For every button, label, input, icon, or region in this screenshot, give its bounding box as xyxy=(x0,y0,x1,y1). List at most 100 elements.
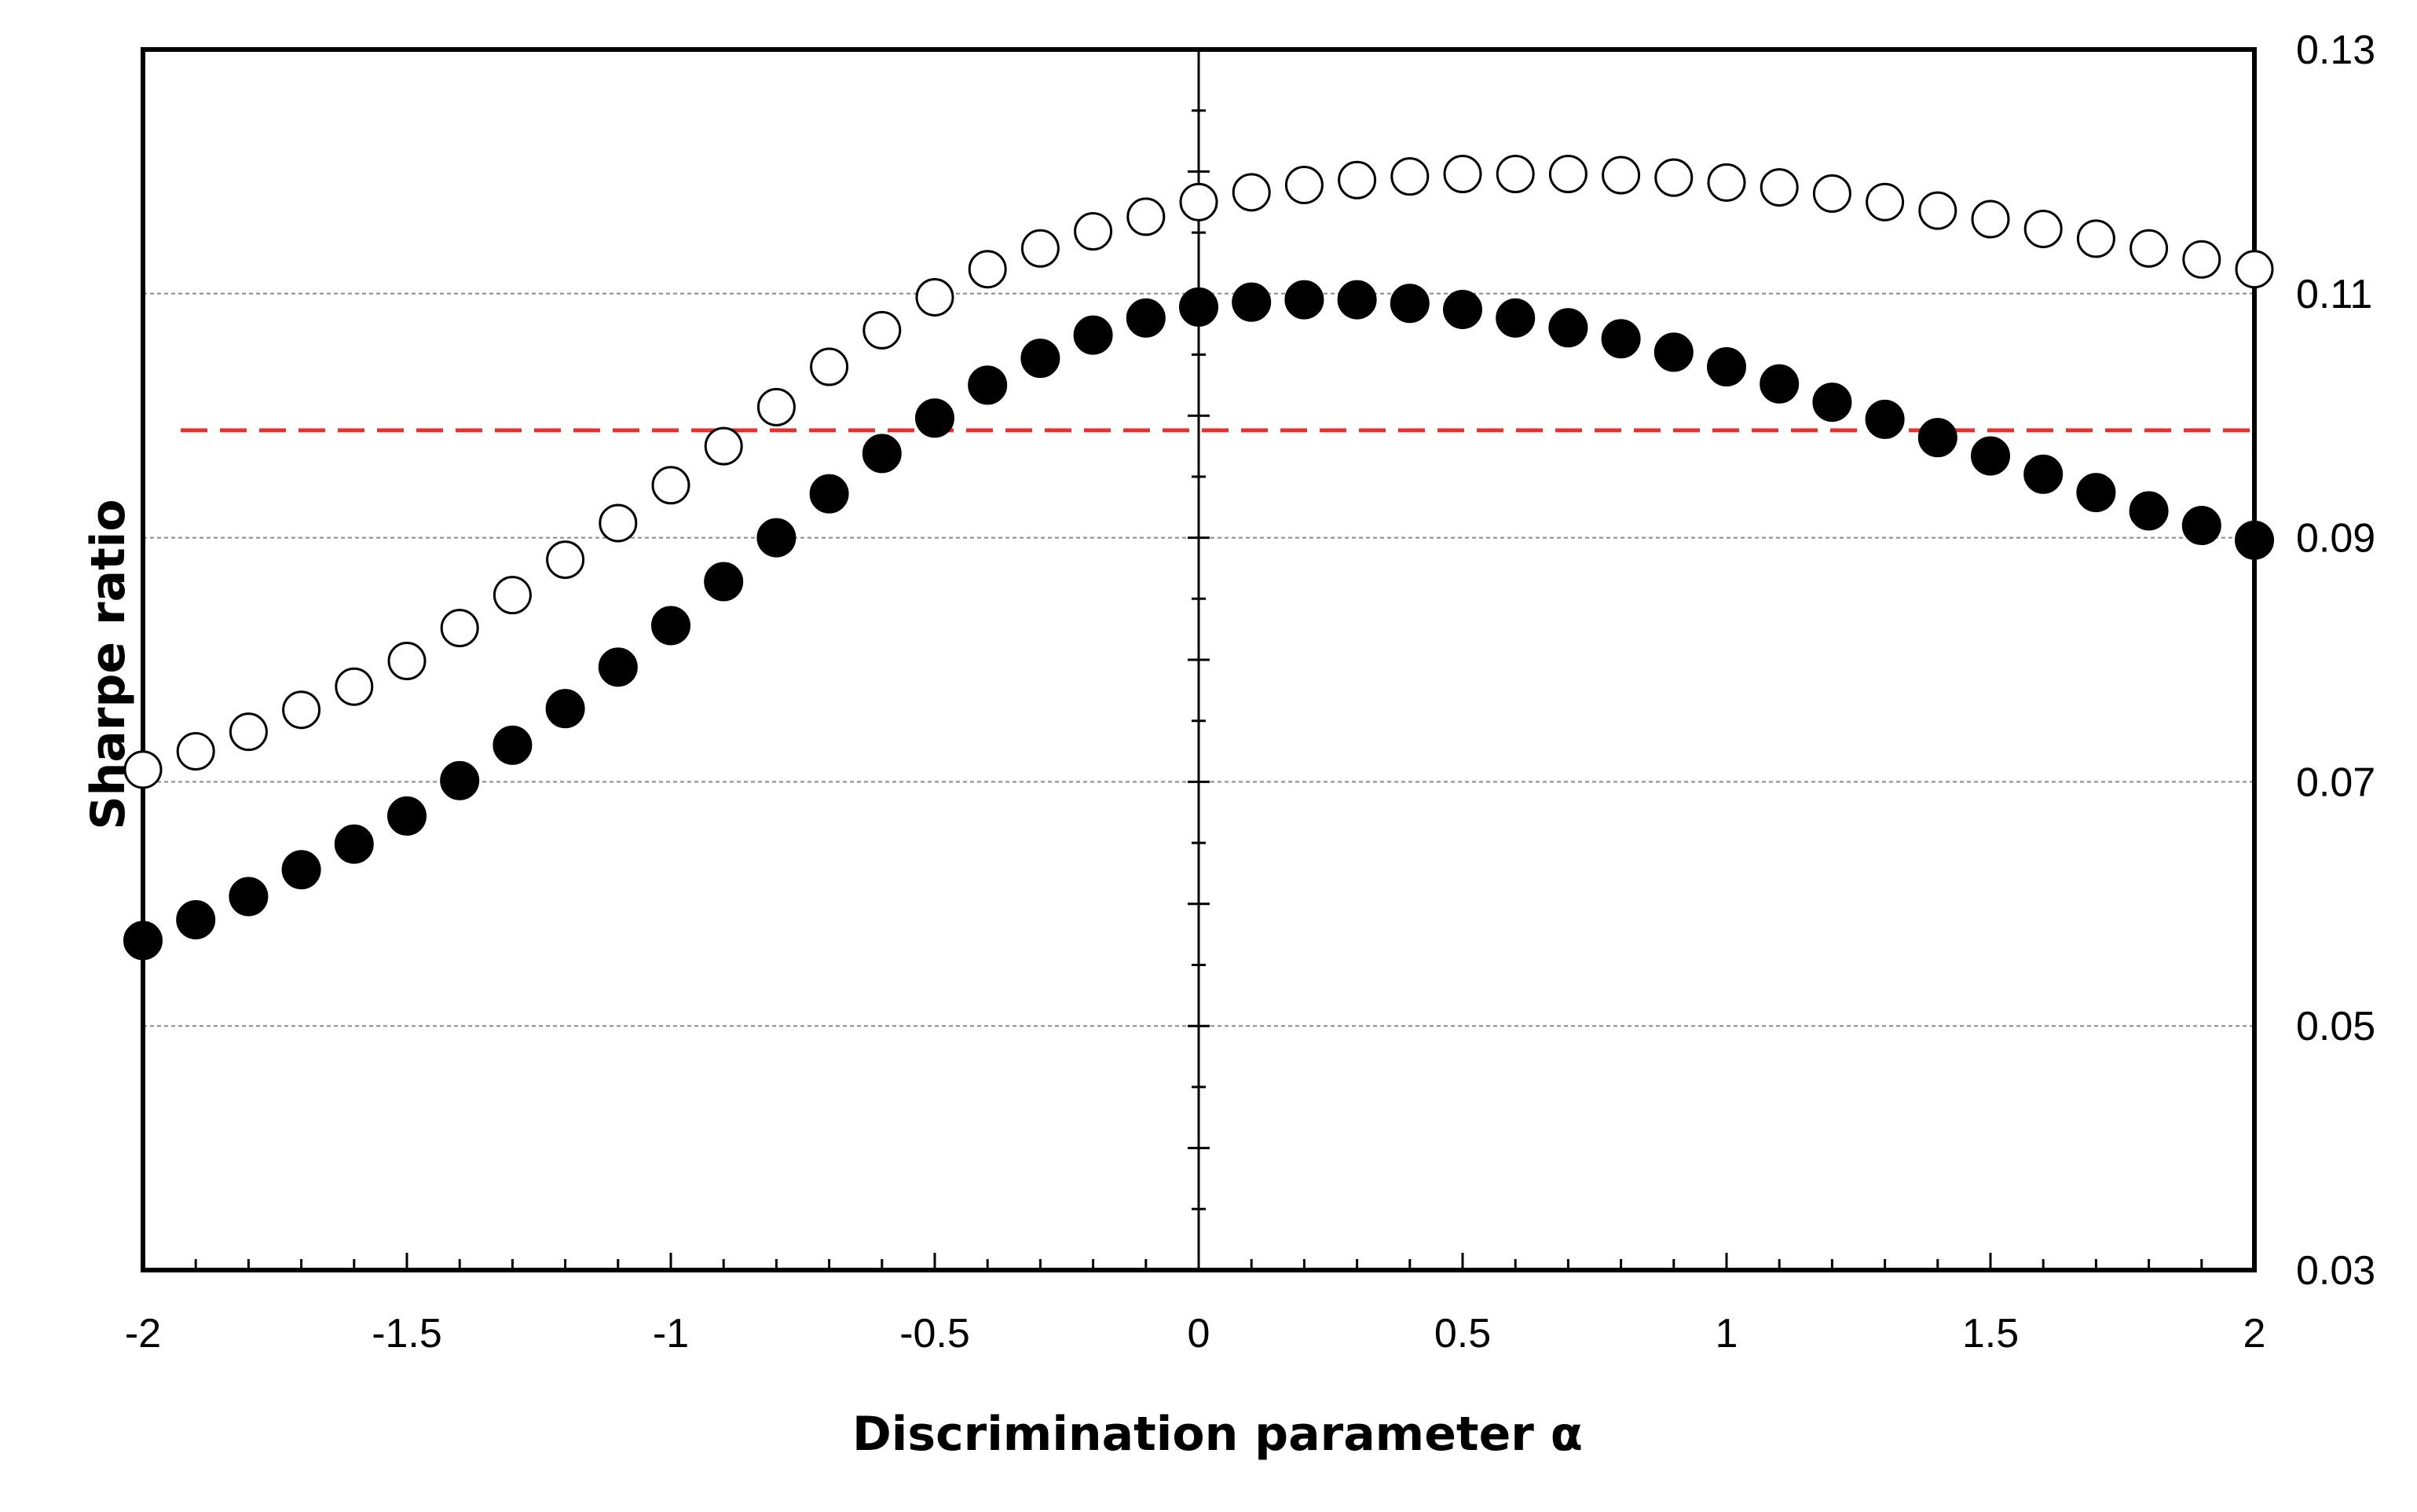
filled-point xyxy=(2181,506,2221,546)
x-tick-label: 1 xyxy=(1716,1311,1738,1356)
open-point xyxy=(1126,197,1166,236)
filled-point xyxy=(598,647,638,687)
x-tick-label: -1 xyxy=(653,1311,689,1356)
open-point xyxy=(1020,229,1060,268)
filled-point xyxy=(1865,399,1905,439)
open-point xyxy=(2130,229,2169,268)
open-point xyxy=(1496,155,1535,194)
filled-point xyxy=(387,796,427,836)
open-point xyxy=(915,277,954,317)
open-point xyxy=(1338,160,1377,200)
y-tick-label: 0.13 xyxy=(2296,27,2375,73)
filled-point xyxy=(1284,280,1324,320)
filled-point xyxy=(2023,454,2064,494)
open-point xyxy=(546,540,585,580)
open-point xyxy=(229,712,268,752)
filled-point xyxy=(1601,319,1641,359)
filled-point xyxy=(1812,383,1852,423)
y-tick-label: 0.05 xyxy=(2296,1004,2375,1049)
x-tick-label: -1.5 xyxy=(372,1311,442,1356)
filled-point xyxy=(968,365,1008,405)
filled-point xyxy=(1337,280,1377,320)
open-point xyxy=(599,503,638,543)
open-point xyxy=(1390,157,1430,196)
open-point xyxy=(440,609,479,648)
open-point xyxy=(968,250,1007,289)
open-point xyxy=(2076,219,2115,258)
open-point xyxy=(651,466,690,505)
y-tick-label: 0.11 xyxy=(2296,272,2372,317)
open-point xyxy=(2235,250,2274,289)
open-point xyxy=(1760,168,1799,207)
filled-point xyxy=(1232,282,1272,322)
filled-point xyxy=(1496,298,1536,338)
open-point xyxy=(2023,209,2063,248)
filled-point xyxy=(704,562,744,602)
filled-point xyxy=(1653,332,1694,372)
filled-point xyxy=(1126,298,1166,338)
open-point xyxy=(387,642,427,681)
filled-point xyxy=(176,900,216,940)
filled-point xyxy=(545,689,585,729)
open-point xyxy=(493,576,532,615)
open-point xyxy=(1602,156,1641,195)
filled-point xyxy=(1707,347,1746,387)
open-point xyxy=(810,347,849,386)
open-point xyxy=(1284,165,1324,204)
filled-point xyxy=(2076,473,2116,513)
y-tick-label: 0.09 xyxy=(2296,516,2375,562)
filled-point xyxy=(123,921,163,961)
open-point xyxy=(1443,155,1482,194)
open-point xyxy=(1654,158,1694,197)
x-tick-label: 2 xyxy=(2243,1311,2266,1356)
x-axis-title: Discrimination parameter α xyxy=(852,1407,1583,1462)
filled-point xyxy=(1390,284,1430,324)
filled-point xyxy=(756,518,797,558)
x-tick-label: 0.5 xyxy=(1434,1311,1491,1356)
y-tick-label: 0.03 xyxy=(2296,1248,2375,1294)
tick-labels: -2 -1.5 -1 -0.5 0 0.5 1 1.5 2 0.03 0.05 0.07 0.09 0.1… xyxy=(125,27,2375,1356)
data-points xyxy=(123,155,2274,961)
open-point xyxy=(862,310,902,350)
open-point xyxy=(1866,182,1905,221)
open-point xyxy=(282,690,321,730)
filled-point xyxy=(229,877,269,917)
filled-point xyxy=(2235,520,2274,560)
filled-point xyxy=(915,398,954,438)
open-point xyxy=(123,750,163,789)
filled-point xyxy=(1020,339,1060,379)
filled-point xyxy=(1548,308,1588,348)
filled-point xyxy=(809,474,849,514)
open-point xyxy=(1232,173,1271,212)
open-point xyxy=(1179,182,1218,221)
open-point xyxy=(176,732,215,771)
filled-point xyxy=(334,824,374,864)
x-tick-label: -2 xyxy=(125,1311,161,1356)
open-point xyxy=(1971,200,2010,239)
open-point xyxy=(1707,163,1746,202)
filled-point xyxy=(493,725,533,765)
open-point xyxy=(704,427,743,466)
filled-point xyxy=(1971,436,2010,476)
filled-point xyxy=(651,606,690,646)
filled-point xyxy=(281,850,321,890)
open-point xyxy=(1074,212,1113,251)
filled-point xyxy=(1917,418,1957,458)
filled-point xyxy=(1760,364,1800,404)
y-tick-label: 0.07 xyxy=(2296,760,2375,805)
open-point xyxy=(1548,155,1588,194)
filled-point xyxy=(1179,287,1218,327)
open-point xyxy=(2182,240,2221,279)
y-axis-title: Sharpe ratio xyxy=(81,499,136,829)
filled-point xyxy=(440,760,480,800)
filled-point xyxy=(862,434,902,474)
x-tick-label: 1.5 xyxy=(1962,1311,2019,1356)
open-point xyxy=(335,667,374,706)
open-point xyxy=(756,387,796,427)
x-tick-label: -0.5 xyxy=(899,1311,970,1356)
x-tick-label: 0 xyxy=(1188,1311,1210,1356)
filled-point xyxy=(2129,491,2169,531)
filled-point xyxy=(1443,290,1482,330)
